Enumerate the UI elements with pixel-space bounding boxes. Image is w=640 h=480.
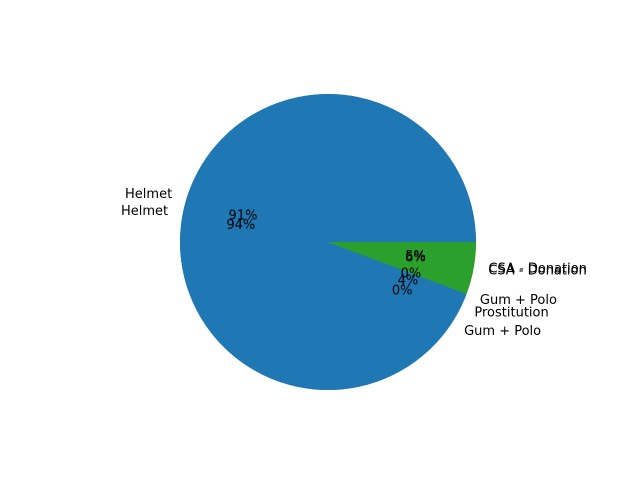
pie-slice-1-1 [328, 242, 467, 297]
pie-label-0-3: CSA - Donation [489, 262, 588, 277]
pie-label-0-1: Gum + Polo [464, 324, 541, 339]
pie-pct-0-3: 5% [405, 249, 426, 264]
pie-label-0-2: Prostitution [474, 306, 548, 321]
pie-label-0-0: Helmet [125, 187, 172, 202]
pie-pct-1-2: 6% [405, 250, 426, 265]
pie-pct-0-1: 0% [392, 283, 413, 298]
pie-label-1-2: CSA - Donation [488, 264, 587, 279]
pie-labels: Helmet 91% Gum + Polo 0% Prostitution 4% CSA -… [121, 187, 587, 339]
pie-slice-1-2 [328, 242, 476, 294]
pie-pct-1-1: 0% [401, 266, 422, 281]
pie-label-1-1: Gum + Polo [480, 293, 557, 308]
pie-label-1-0: Helmet [121, 204, 168, 219]
pie-pct-0-2: 4% [398, 273, 419, 288]
pie-slices [180, 94, 477, 391]
pie-pct-0-0: 91% [229, 209, 258, 224]
pie-pct-1-0: 94% [226, 218, 255, 233]
pie-slice-1-0 [180, 94, 477, 391]
